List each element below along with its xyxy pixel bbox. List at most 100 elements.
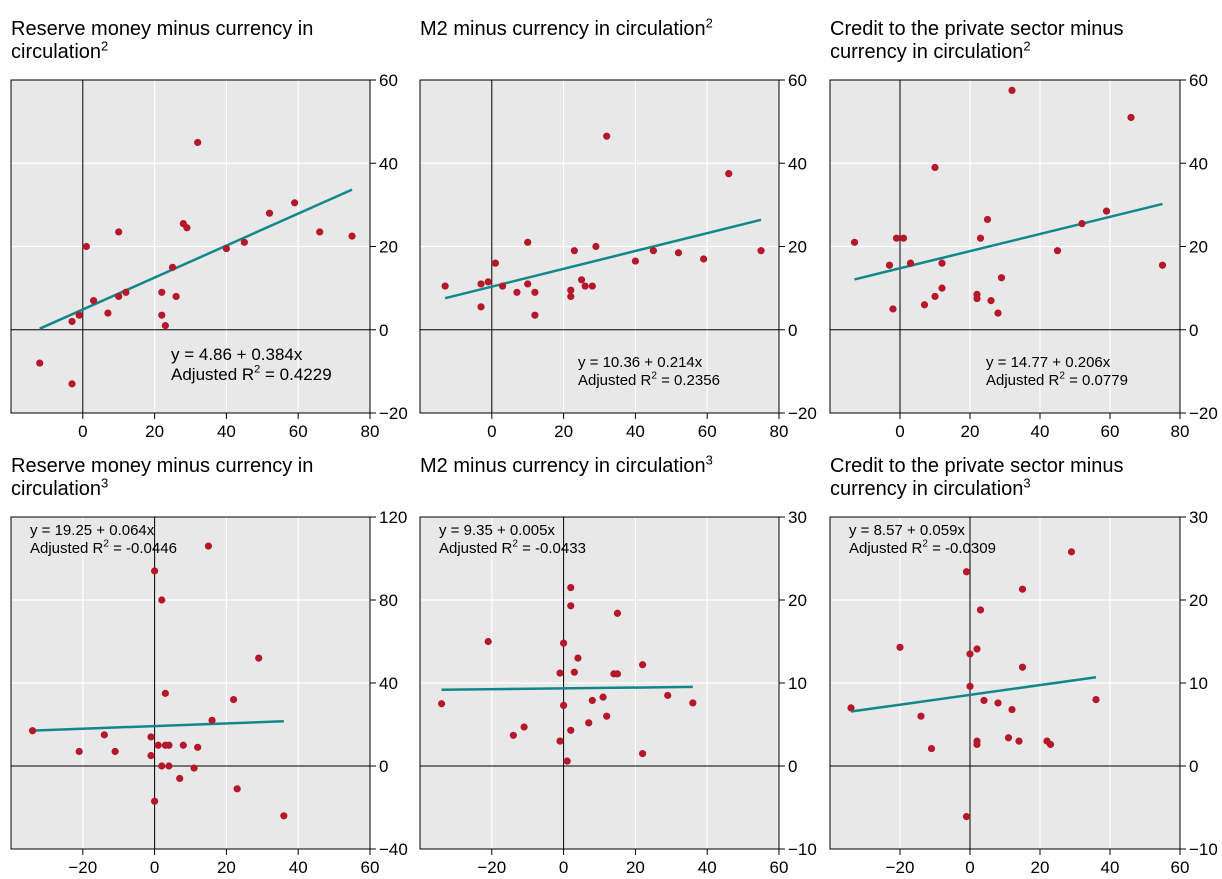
chart-title: Credit to the private sector minus curren… (830, 455, 1123, 501)
y-tick-label: 0 (788, 321, 797, 340)
data-point (82, 242, 90, 251)
chart-title-footnote: 3 (705, 452, 713, 468)
data-point (585, 719, 593, 727)
data-point (509, 731, 517, 739)
data-point (1018, 585, 1027, 593)
data-point (147, 752, 155, 760)
data-point (962, 813, 971, 821)
data-point (994, 309, 1002, 317)
chart-title-line: M2 minus currency in circulation (420, 455, 706, 477)
y-tick-label: −10 (1189, 840, 1218, 859)
data-point (588, 696, 596, 705)
data-point (291, 199, 299, 207)
scatter-plot: −20 0 20 40 60−10 0 10 20 30 y = 8.57 + 0.059xAdj… (829, 508, 1218, 877)
y-tick-label: −10 (788, 840, 817, 859)
x-tick-label: 0 (487, 422, 496, 441)
adjusted-r2-value: = 0.0779 (1065, 372, 1128, 389)
x-tick-label: 80 (770, 422, 789, 441)
adjusted-r2-label: Adjusted R (986, 372, 1060, 389)
data-point (280, 812, 288, 820)
data-point (917, 712, 925, 720)
data-point (1008, 705, 1016, 714)
data-point (151, 797, 159, 805)
y-tick-label: 60 (1189, 71, 1208, 90)
chart-title: M2 minus currency in circulation3 (420, 452, 713, 478)
data-point (222, 244, 230, 253)
y-tick-label: 120 (379, 508, 407, 527)
data-point (190, 764, 198, 772)
data-point (122, 288, 130, 296)
data-point (599, 693, 607, 701)
y-tick-label: 20 (1189, 238, 1208, 257)
y-tick-label: 60 (379, 71, 398, 90)
data-point (158, 311, 166, 319)
trend-line (32, 720, 284, 732)
y-tick-label: 40 (788, 154, 807, 173)
data-point (938, 259, 946, 267)
adjusted-r2-label: Adjusted R (578, 372, 652, 389)
chart-title-line: Reserve money minus currency in (11, 18, 314, 40)
data-point (613, 609, 622, 617)
data-point (111, 747, 119, 756)
data-point (498, 282, 507, 290)
data-point (931, 292, 939, 301)
y-tick-label: 30 (1189, 508, 1208, 527)
y-tick-label: −20 (379, 404, 408, 423)
data-point (885, 261, 894, 269)
data-point (68, 317, 76, 326)
data-point (899, 234, 908, 242)
y-tick-label: 0 (379, 321, 388, 340)
x-tick-label: 80 (361, 422, 380, 441)
chart-title-line: currency in circulation (830, 41, 1024, 63)
data-point (531, 288, 539, 296)
data-point (165, 741, 173, 749)
chart-title-line: Credit to the private sector minus (830, 455, 1124, 477)
data-point (524, 280, 532, 288)
x-tick-label: 0 (965, 858, 974, 877)
data-point (484, 637, 492, 646)
data-point (437, 700, 446, 708)
chart-title-footnote: 3 (101, 475, 109, 491)
x-tick-label: 0 (150, 858, 159, 877)
y-tick-label: −40 (379, 840, 408, 859)
y-tick-label: 40 (379, 674, 398, 693)
data-point (151, 567, 159, 575)
data-point (689, 699, 697, 707)
adjusted-r2: Adjusted R2 = -0.0433 (439, 538, 586, 557)
y-tick-label: 0 (379, 757, 388, 776)
data-point (176, 774, 184, 783)
data-point (588, 282, 596, 290)
data-point (168, 263, 177, 271)
data-point (725, 170, 733, 178)
x-tick-label: 0 (78, 422, 87, 441)
data-point (520, 723, 528, 731)
data-point (570, 247, 578, 255)
data-point (194, 138, 202, 147)
data-point (563, 757, 571, 765)
data-point (567, 583, 575, 592)
x-tick-label: 40 (217, 422, 236, 441)
regression-equation: y = 8.57 + 0.059x (849, 522, 965, 539)
r2-superscript: 2 (1059, 370, 1065, 381)
data-point (531, 311, 539, 319)
data-point (1004, 734, 1013, 742)
data-point (1078, 220, 1086, 228)
data-point (484, 278, 492, 286)
x-tick-label: 60 (770, 858, 789, 877)
data-point (700, 255, 708, 263)
data-point (161, 689, 169, 697)
data-point (115, 292, 123, 301)
data-point (581, 282, 589, 290)
data-point (927, 744, 936, 753)
x-tick-label: −20 (68, 858, 97, 877)
x-tick-label: 20 (626, 858, 645, 877)
chart-title-line: circulation (11, 41, 102, 63)
data-point (158, 762, 166, 770)
y-tick-label: 20 (788, 238, 807, 257)
data-point (966, 650, 974, 658)
data-point (104, 309, 112, 317)
chart-title: Reserve money minus currency in circulati… (11, 455, 313, 501)
r2-superscript: 2 (922, 538, 928, 549)
scatter-plot: 0 20 40 60 80−20 0 20 40 60 y = 10.36 + 0.214xAdj… (419, 71, 817, 441)
